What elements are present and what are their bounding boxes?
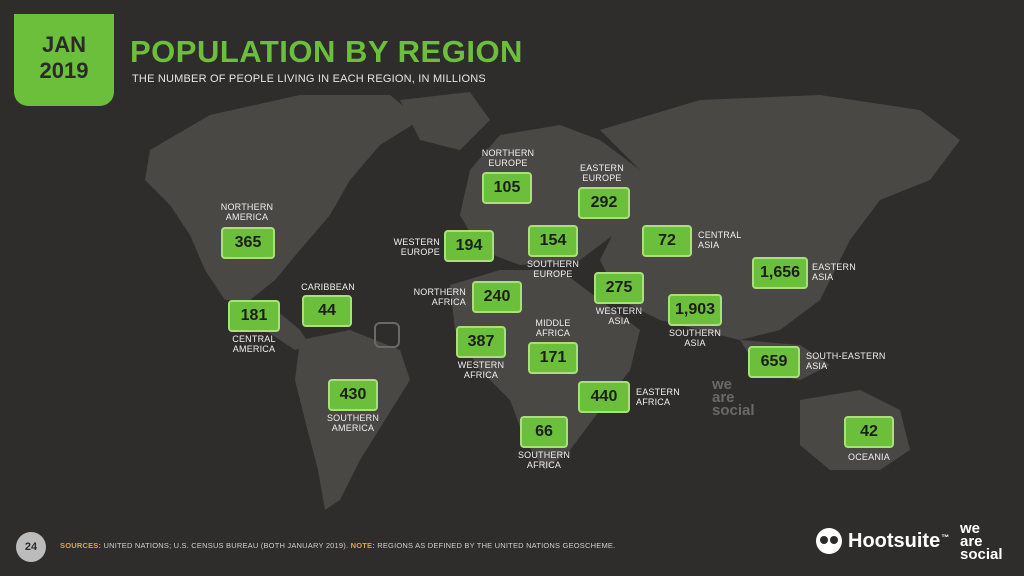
continent-europe	[460, 125, 640, 265]
value-western-europe: 194	[444, 230, 494, 262]
value-western-asia: 275	[594, 272, 644, 304]
value-southern-europe: 154	[528, 225, 578, 257]
sources-label: SOURCES:	[60, 541, 102, 550]
note-text: REGIONS AS DEFINED BY THE UNITED NATIONS…	[377, 541, 616, 550]
label-south-eastern-asia: SOUTH-EASTERN ASIA	[806, 351, 886, 371]
owl-icon	[816, 528, 842, 554]
value-southern-africa: 66	[520, 416, 568, 448]
continent-asia	[600, 95, 960, 340]
partner-line-1: we	[960, 520, 981, 537]
value-central-america: 181	[228, 300, 280, 332]
label-southern-america: SOUTHERN AMERICA	[326, 413, 380, 433]
label-eastern-europe: EASTERN EUROPE	[580, 163, 624, 183]
date-year: 2019	[39, 58, 89, 83]
page-number: 24	[16, 532, 46, 562]
sources-text: UNITED NATIONS; U.S. CENSUS BUREAU (BOTH…	[103, 541, 349, 550]
value-southern-asia: 1,903	[668, 294, 722, 326]
date-month: JAN	[41, 32, 86, 57]
value-oceania: 42	[844, 416, 894, 448]
label-northern-america: NORTHERN AMERICA	[220, 202, 274, 222]
landmass-greenland	[400, 92, 490, 150]
value-western-africa: 387	[456, 326, 506, 358]
footer-sources: SOURCES: UNITED NATIONS; U.S. CENSUS BUR…	[60, 541, 615, 550]
owl-watermark-icon	[374, 322, 400, 348]
label-middle-africa: MIDDLE AFRICA	[535, 318, 571, 338]
partner-line-3: social	[960, 546, 1003, 563]
label-central-america: CENTRAL AMERICA	[232, 334, 276, 354]
label-northern-africa: NORTHERN AFRICA	[413, 287, 466, 307]
partner-watermark: we are social	[712, 376, 755, 419]
brand-name: Hootsuite	[848, 529, 941, 552]
label-western-asia: WESTERN ASIA	[595, 306, 643, 326]
label-eastern-africa: EASTERN AFRICA	[636, 387, 680, 407]
brand-tm: ™	[941, 532, 950, 542]
partner-line-2: are	[960, 533, 983, 550]
value-central-asia: 72	[642, 225, 692, 257]
value-south-eastern-asia: 659	[748, 346, 800, 378]
label-oceania: OCEANIA	[848, 452, 890, 462]
continent-north-america	[145, 95, 420, 300]
value-northern-europe: 105	[482, 172, 532, 204]
continent-south-america	[295, 330, 410, 510]
partner-logo: we are social	[960, 520, 1003, 563]
label-western-africa: WESTERN AFRICA	[457, 360, 505, 380]
label-western-europe: WESTERN EUROPE	[393, 237, 440, 257]
value-northern-africa: 240	[472, 281, 522, 313]
label-central-asia: CENTRAL ASIA	[698, 230, 742, 250]
label-eastern-asia: EASTERN ASIA	[812, 262, 856, 282]
label-caribbean: CARIBBEAN	[301, 282, 355, 292]
label-southern-asia: SOUTHERN ASIA	[668, 328, 722, 348]
hootsuite-logo: Hootsuite ™	[816, 528, 949, 554]
page-subtitle: THE NUMBER OF PEOPLE LIVING IN EACH REGI…	[132, 73, 486, 85]
value-caribbean: 44	[302, 295, 352, 327]
value-eastern-asia: 1,656	[752, 257, 808, 289]
note-label: NOTE:	[350, 541, 375, 550]
label-southern-europe: SOUTHERN EUROPE	[526, 259, 580, 279]
value-middle-africa: 171	[528, 342, 578, 374]
page-title: POPULATION BY REGION	[130, 34, 523, 69]
value-southern-america: 430	[328, 379, 378, 411]
value-eastern-africa: 440	[578, 381, 630, 413]
date-badge: JAN 2019	[14, 14, 114, 106]
value-eastern-europe: 292	[578, 187, 630, 219]
value-northern-america: 365	[221, 227, 275, 259]
label-southern-africa: SOUTHERN AFRICA	[517, 450, 571, 470]
label-northern-europe: NORTHERN EUROPE	[481, 148, 535, 168]
